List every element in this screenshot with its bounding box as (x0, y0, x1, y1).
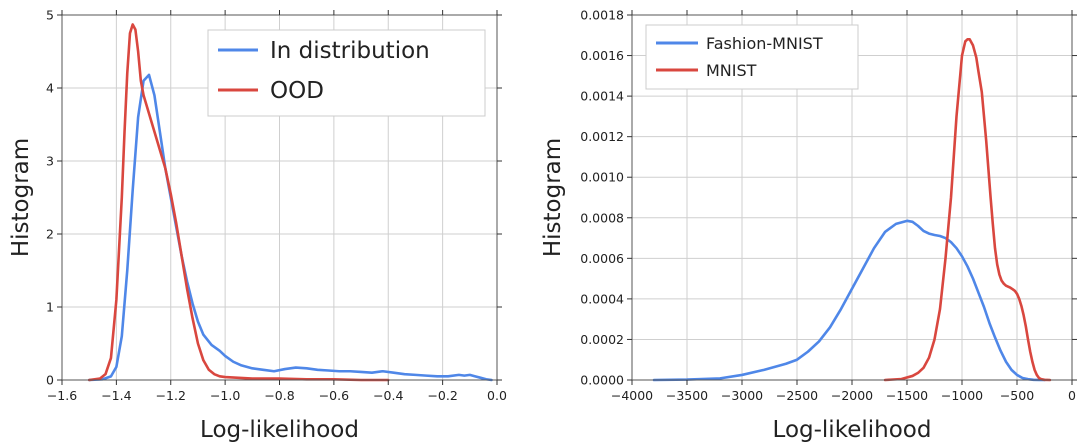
y-tick-label: 4 (46, 81, 54, 96)
x-tick-label: 0 (1068, 388, 1076, 403)
legend-box (207, 29, 486, 117)
series-line-ood (87, 23, 390, 382)
x-tick-label: −1.0 (210, 388, 240, 403)
x-tick-label: −3500 (666, 388, 708, 403)
y-tick-label: 5 (46, 8, 54, 23)
y-tick-label: 0.0000 (580, 373, 624, 388)
series-line-fashion-mnist (652, 219, 1046, 382)
y-axis-label: Histogram (8, 138, 34, 257)
series-line-in-distribution (87, 73, 493, 382)
left-chart: −1.6 −1.4 −1.2 −1.0 −0.8 −0.6 −0.4 −0.2 0.0 0 1 2 3 4… (8, 8, 507, 444)
y-tick-label: 0 (46, 373, 54, 388)
y-tick-label: 3 (46, 154, 54, 169)
x-tick-label: −2000 (831, 388, 873, 403)
y-tick-label: 0.0002 (580, 332, 624, 347)
x-tick-label: −2500 (776, 388, 818, 403)
y-tick-label: 0.0008 (580, 210, 624, 225)
legend-box (645, 24, 859, 90)
x-tick-label: −1000 (941, 388, 983, 403)
x-tick-label: −3000 (721, 388, 763, 403)
x-tick-label: −1500 (886, 388, 928, 403)
x-tick-label: −1.2 (156, 388, 186, 403)
y-tick-label: 1 (46, 300, 54, 315)
y-tick-label: 0.0012 (580, 129, 624, 144)
series-line-mnist (883, 38, 1052, 382)
legend-label: MNIST (706, 61, 757, 80)
x-axis-label: Log-likelihood (773, 417, 932, 443)
y-tick-label: 0.0016 (580, 48, 624, 63)
y-axis-label: Histogram (540, 138, 566, 257)
x-axis-label: Log-likelihood (200, 417, 359, 443)
legend-label: In distribution (270, 38, 430, 64)
x-tick-label: −0.4 (373, 388, 403, 403)
y-tick-label: 0.0010 (580, 170, 624, 185)
legend-label: Fashion-MNIST (706, 34, 823, 53)
x-tick-label: −500 (1000, 388, 1034, 403)
y-tick-label: 0.0014 (580, 89, 624, 104)
x-tick-label: −1.4 (101, 388, 131, 403)
x-tick-label: −0.6 (319, 388, 349, 403)
y-tick-label: 2 (46, 227, 54, 242)
x-tick-label: −0.2 (427, 388, 457, 403)
x-tick-label: −4000 (611, 388, 653, 403)
legend: Fashion-MNIST MNIST (645, 24, 859, 90)
legend-label: OOD (270, 78, 324, 104)
legend: In distribution OOD (207, 29, 486, 117)
x-tick-label: 0.0 (487, 388, 507, 403)
x-tick-label: −1.6 (47, 388, 77, 403)
y-tick-label: 0.0004 (580, 291, 624, 306)
right-chart: −4000 −3500 −3000 −2500 −2000 −1500 −1000 −500 0… (540, 8, 1077, 443)
y-tick-label: 0.0018 (580, 8, 624, 23)
x-tick-label: −0.8 (264, 388, 294, 403)
y-tick-label: 0.0006 (580, 251, 624, 266)
